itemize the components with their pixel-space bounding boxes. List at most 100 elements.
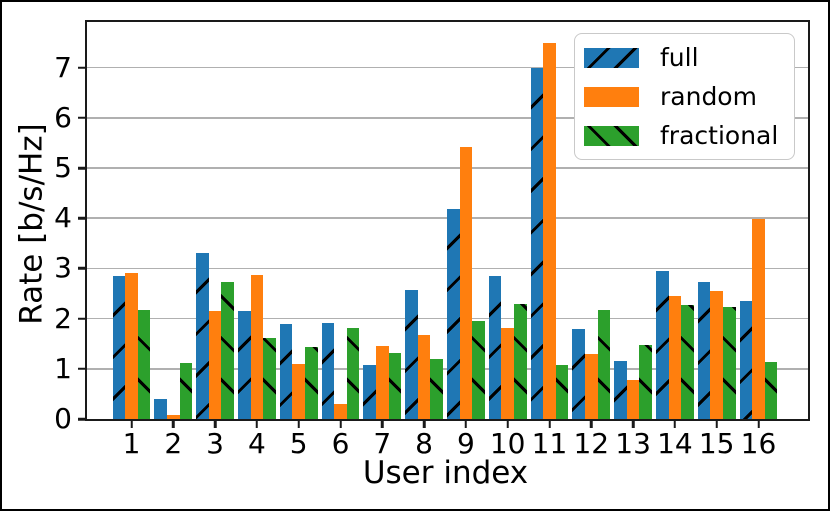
bar-fractional-user16 — [764, 362, 778, 419]
bar-random-user12 — [585, 353, 598, 419]
y-tick-mark-0 — [78, 417, 85, 421]
bar-full-user12 — [572, 329, 585, 419]
x-tick-label-4: 4 — [247, 427, 266, 460]
bar-full-user2 — [154, 398, 167, 419]
y-tick-label-0: 0 — [54, 402, 72, 435]
legend-item-fractional: fractional — [575, 116, 794, 155]
x-tick-mark-12 — [590, 421, 593, 428]
bar-random-user7 — [376, 345, 389, 419]
y-tick-label-3: 3 — [54, 251, 72, 285]
x-tick-mark-9 — [464, 421, 468, 428]
x-tick-mark-15 — [715, 421, 718, 428]
x-tick-mark-2 — [172, 421, 175, 428]
x-tick-mark-7 — [381, 421, 384, 428]
bar-fractional-user10 — [514, 303, 527, 419]
bar-full-user8 — [405, 290, 418, 419]
bar-fractional-user14 — [681, 304, 694, 419]
bar-full-user14 — [656, 271, 669, 419]
gridline-y7 — [87, 66, 808, 69]
y-tick-mark-1 — [78, 367, 85, 371]
bar-random-user6 — [334, 403, 347, 419]
bar-full-user15 — [697, 281, 711, 419]
legend-label-full: full — [660, 43, 699, 72]
x-tick-mark-6 — [339, 421, 342, 428]
x-tick-label-9: 9 — [456, 427, 475, 460]
y-tick-mark-3 — [78, 267, 85, 270]
bar-random-user15 — [710, 290, 723, 419]
x-tick-mark-10 — [506, 421, 509, 428]
bar-fractional-user3 — [221, 282, 234, 419]
legend-item-random: random — [575, 77, 794, 116]
x-tick-mark-1 — [130, 421, 133, 428]
bar-fractional-user1 — [137, 309, 151, 419]
bar-random-user1 — [125, 273, 138, 419]
bar-random-user11 — [543, 43, 556, 419]
x-tick-label-6: 6 — [331, 427, 350, 460]
bar-random-user4 — [250, 274, 264, 419]
y-axis-label: Rate [b/s/Hz] — [13, 123, 50, 325]
x-tick-mark-4 — [255, 421, 259, 428]
bar-random-user16 — [752, 219, 765, 419]
bar-fractional-user11 — [555, 364, 569, 419]
y-tick-label-5: 5 — [54, 151, 72, 185]
x-tick-mark-13 — [631, 421, 635, 428]
gridline-y6 — [87, 117, 808, 119]
legend-swatch-full — [584, 47, 639, 68]
y-tick-mark-2 — [78, 317, 85, 320]
legend-label-fractional: fractional — [660, 121, 779, 150]
legend-label-random: random — [660, 82, 757, 111]
x-tick-label-5: 5 — [289, 427, 308, 460]
bar-fractional-user7 — [388, 352, 402, 419]
x-tick-label-12: 12 — [573, 427, 610, 460]
x-tick-label-7: 7 — [373, 427, 392, 460]
bar-full-user4 — [238, 311, 251, 419]
y-tick-label-6: 6 — [54, 100, 72, 134]
x-tick-mark-16 — [757, 421, 760, 428]
bar-fractional-user4 — [263, 338, 276, 419]
x-axis-label: User index — [362, 455, 529, 491]
bar-random-user14 — [668, 296, 682, 419]
y-tick-label-2: 2 — [54, 301, 72, 335]
bar-fractional-user13 — [639, 345, 652, 419]
bar-full-user5 — [279, 323, 293, 419]
bar-full-user13 — [614, 361, 627, 419]
x-tick-mark-8 — [422, 421, 426, 428]
legend-swatch-random — [584, 86, 639, 107]
x-tick-label-3: 3 — [206, 427, 225, 460]
bar-random-user8 — [417, 335, 431, 419]
legend-swatch-fractional — [584, 125, 639, 146]
bar-fractional-user15 — [723, 306, 736, 419]
y-tick-label-7: 7 — [54, 50, 72, 84]
x-tick-label-14: 14 — [657, 427, 693, 460]
bar-full-user6 — [321, 323, 335, 419]
x-tick-label-1: 1 — [122, 427, 141, 460]
bar-fractional-user12 — [597, 309, 611, 419]
bar-random-user10 — [501, 327, 514, 419]
bar-full-user7 — [363, 365, 376, 419]
y-tick-mark-4 — [78, 216, 85, 220]
x-tick-label-10: 10 — [489, 427, 526, 460]
y-tick-mark-7 — [78, 66, 85, 69]
bar-fractional-user6 — [346, 328, 360, 419]
bar-random-user9 — [459, 147, 473, 419]
x-tick-mark-5 — [297, 421, 300, 428]
bar-full-user10 — [488, 275, 502, 419]
bar-full-user3 — [196, 253, 209, 419]
bar-full-user9 — [447, 209, 460, 419]
bar-fractional-user8 — [430, 359, 443, 419]
y-tick-mark-6 — [78, 116, 85, 120]
gridline-y5 — [87, 167, 808, 169]
x-tick-mark-14 — [673, 421, 677, 428]
y-tick-mark-5 — [78, 166, 85, 170]
bar-fractional-user9 — [472, 320, 485, 419]
x-tick-label-15: 15 — [698, 427, 735, 460]
x-tick-label-2: 2 — [164, 427, 183, 460]
y-tick-label-4: 4 — [54, 201, 72, 235]
x-tick-mark-11 — [548, 421, 551, 428]
bar-fractional-user2 — [179, 362, 193, 419]
bar-full-user16 — [739, 300, 753, 419]
bar-fractional-user5 — [305, 346, 318, 419]
bar-random-user2 — [167, 415, 180, 419]
